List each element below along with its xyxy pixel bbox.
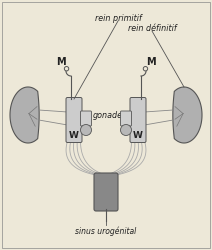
- FancyBboxPatch shape: [120, 111, 131, 126]
- Text: gonade: gonade: [92, 110, 123, 120]
- Text: M: M: [56, 57, 66, 67]
- Polygon shape: [173, 87, 202, 143]
- Text: sinus urogénital: sinus urogénital: [75, 227, 137, 236]
- FancyBboxPatch shape: [94, 173, 118, 211]
- Text: rein définitif: rein définitif: [128, 24, 176, 33]
- Circle shape: [143, 66, 148, 71]
- FancyBboxPatch shape: [130, 98, 146, 142]
- FancyBboxPatch shape: [81, 111, 92, 126]
- Text: W: W: [133, 130, 143, 140]
- Circle shape: [64, 66, 69, 71]
- FancyBboxPatch shape: [66, 98, 82, 142]
- Text: W: W: [69, 130, 79, 140]
- Text: M: M: [146, 57, 156, 67]
- Polygon shape: [10, 87, 39, 143]
- Circle shape: [81, 124, 92, 136]
- Text: rein primitif: rein primitif: [95, 14, 141, 23]
- Circle shape: [120, 124, 131, 136]
